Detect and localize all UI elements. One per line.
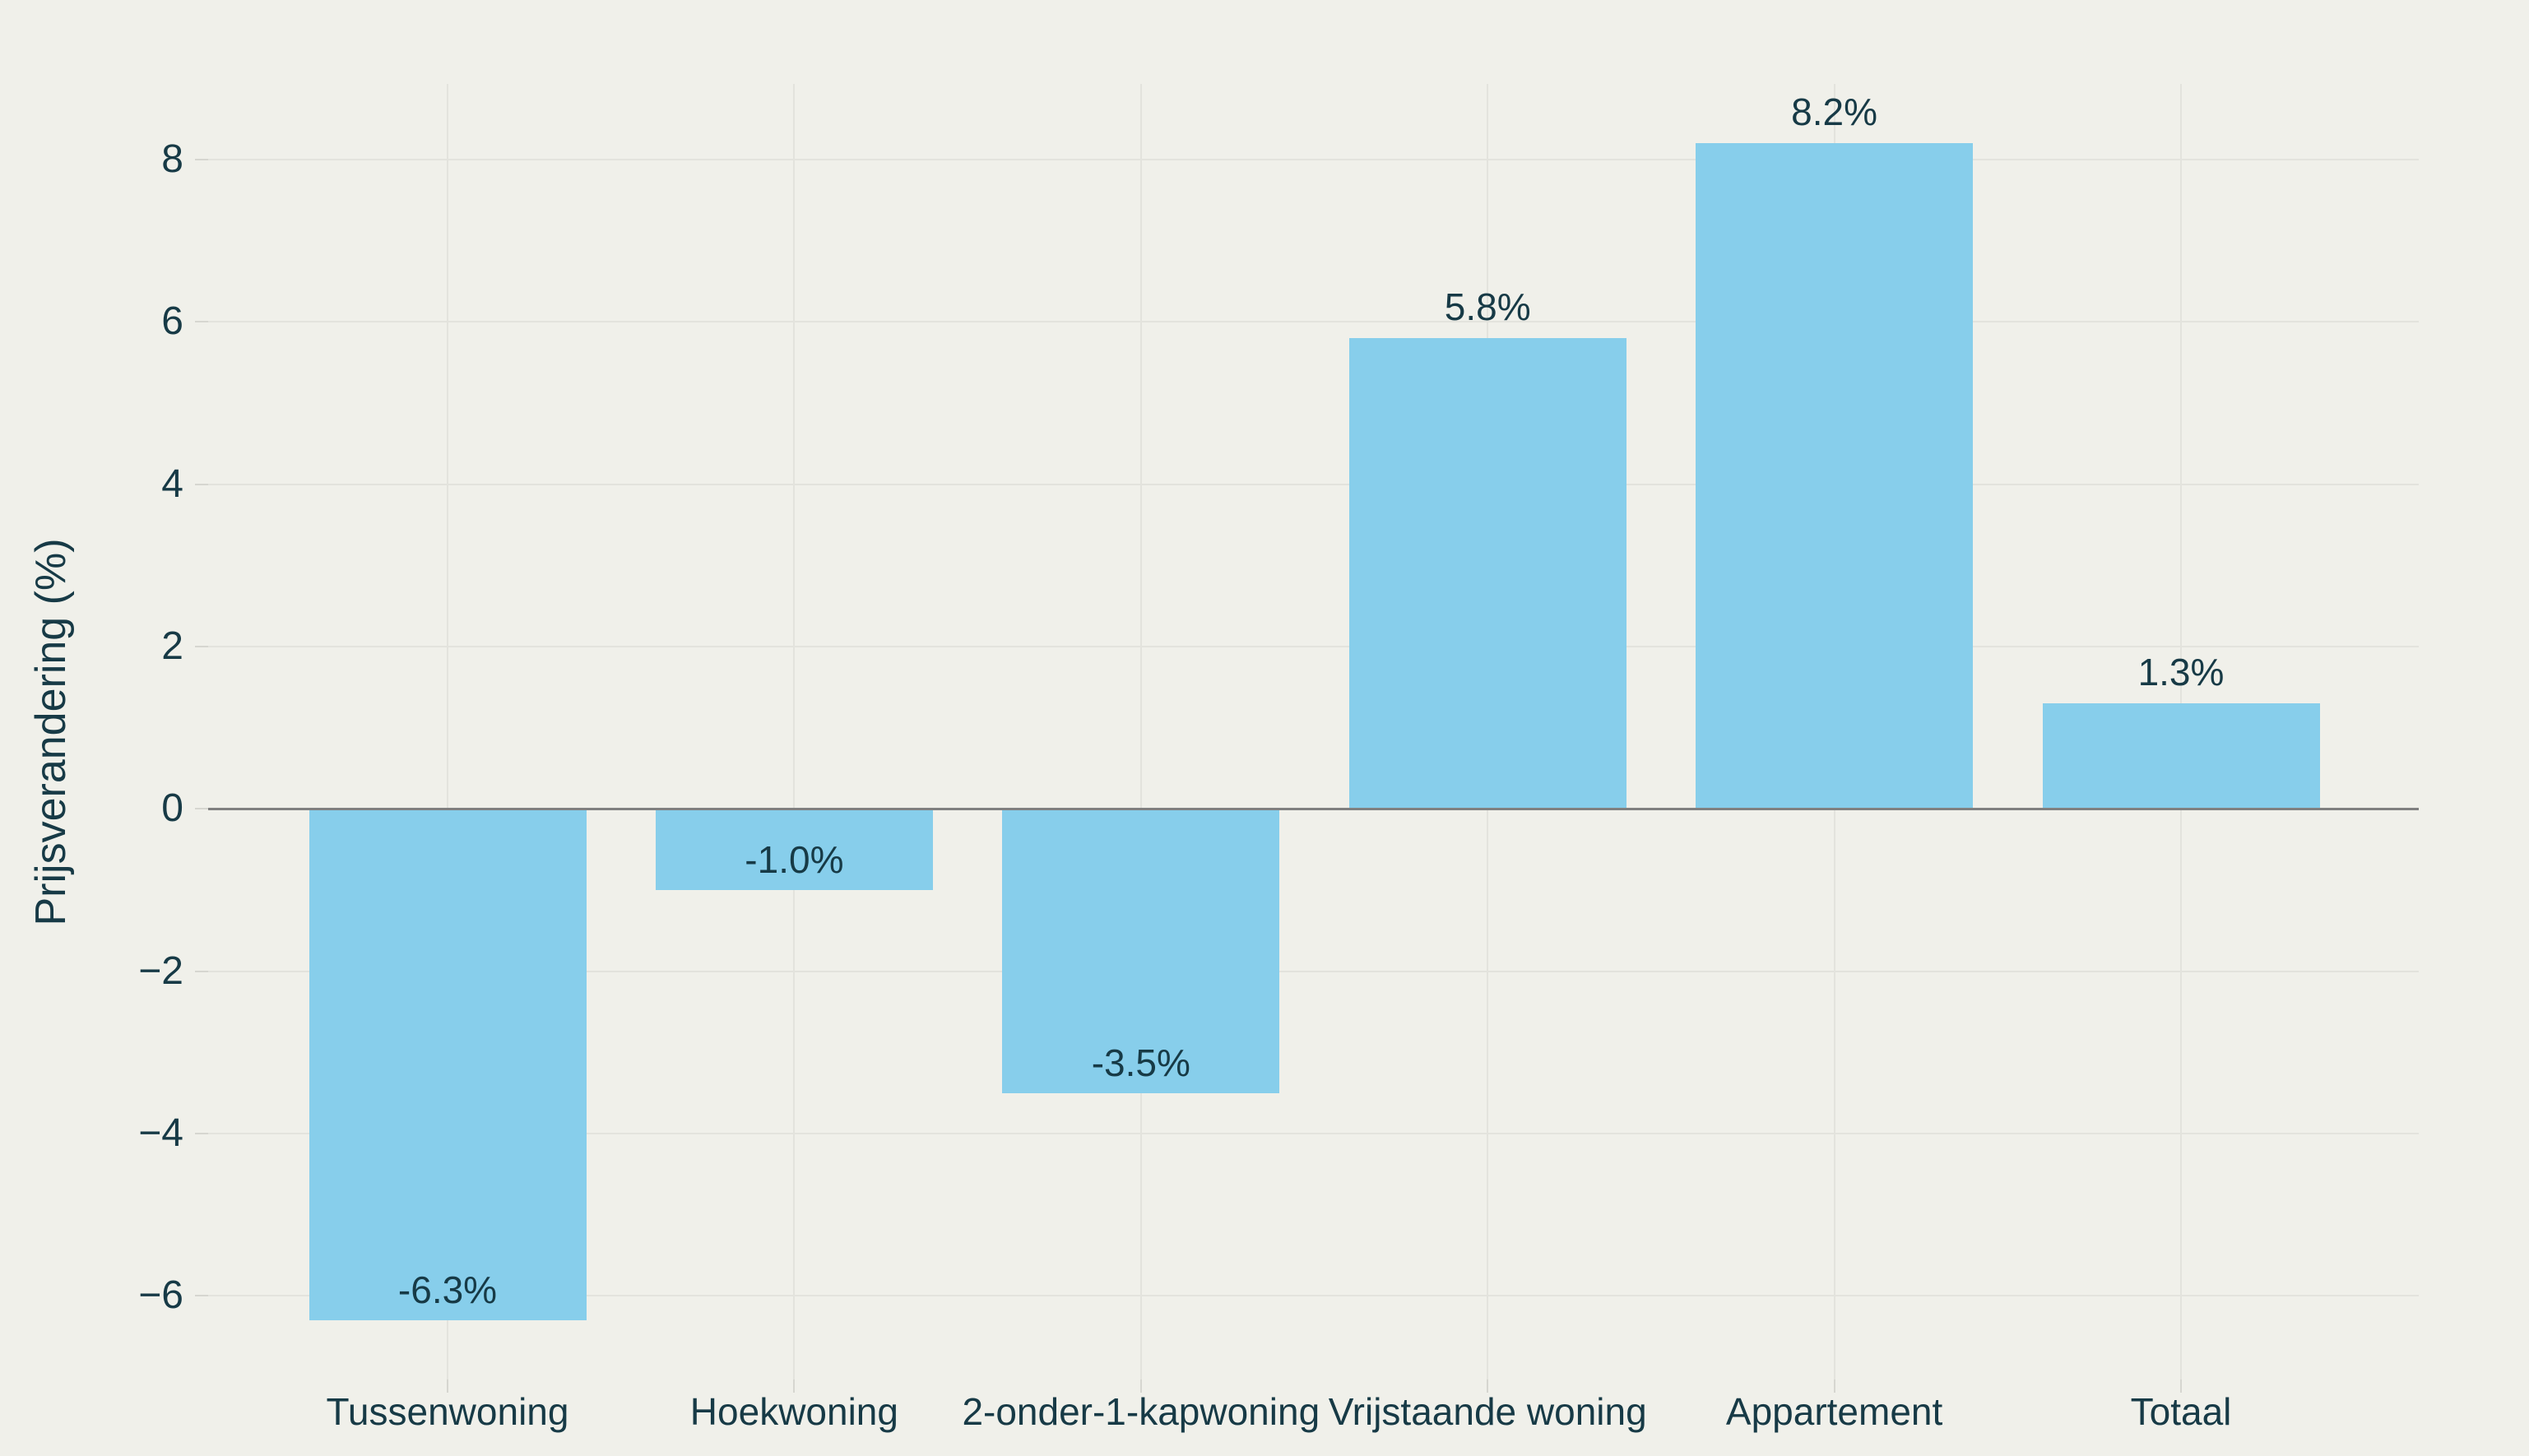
- bar-2-onder-1-kapwoning: [1002, 809, 1280, 1093]
- bar-tussenwoning: [309, 809, 587, 1320]
- bar-vrijstaande-woning: [1348, 337, 1626, 809]
- y-tick-label: 0: [161, 786, 183, 831]
- bar-value-label: -1.0%: [745, 837, 844, 881]
- x-gridline: [447, 84, 448, 1379]
- y-axis-tick: [195, 158, 208, 160]
- x-tick-label: 2-onder-1-kapwoning: [962, 1390, 1320, 1433]
- y-gridline: [208, 970, 2419, 972]
- y-tick-label: −4: [138, 1111, 183, 1155]
- y-axis-title: Prijsverandering (%): [27, 538, 75, 926]
- zero-baseline: [208, 807, 2419, 810]
- bar-appartement: [1696, 143, 1974, 809]
- x-axis-tick: [1139, 1379, 1142, 1393]
- y-tick-label: 8: [161, 137, 183, 181]
- x-gridline: [1139, 84, 1142, 1379]
- x-tick-label: Tussenwoning: [326, 1390, 569, 1433]
- x-axis-tick: [2180, 1379, 2182, 1393]
- y-tick-label: 6: [161, 299, 183, 344]
- y-gridline: [208, 645, 2419, 647]
- bar-value-label: 5.8%: [1444, 285, 1531, 328]
- y-axis-tick: [195, 1295, 208, 1297]
- x-tick-label: Hoekwoning: [689, 1390, 898, 1433]
- y-axis-tick: [195, 483, 208, 485]
- y-axis-tick: [195, 970, 208, 972]
- y-tick-label: 2: [161, 624, 183, 668]
- y-tick-label: 4: [161, 461, 183, 506]
- x-axis-tick: [793, 1379, 796, 1393]
- y-axis-tick: [195, 1132, 208, 1134]
- y-gridline: [208, 1295, 2419, 1297]
- x-axis-tick: [1487, 1379, 1489, 1393]
- x-gridline: [793, 84, 796, 1379]
- x-tick-label: Totaal: [2130, 1390, 2232, 1433]
- bar-value-label: 1.3%: [2137, 650, 2225, 693]
- x-tick-label: Vrijstaande woning: [1328, 1390, 1647, 1433]
- bar-value-label: -6.3%: [397, 1268, 498, 1311]
- x-axis-tick: [447, 1379, 448, 1393]
- y-axis-tick: [195, 645, 208, 647]
- y-gridline: [208, 483, 2419, 485]
- x-tick-label: Appartement: [1725, 1390, 1943, 1433]
- bar-value-label: 8.2%: [1791, 90, 1878, 134]
- bar-hoekwoning: [655, 809, 933, 890]
- x-axis-tick: [1833, 1379, 1835, 1393]
- y-tick-label: −6: [138, 1273, 183, 1318]
- y-gridline: [208, 1132, 2419, 1134]
- y-axis-tick: [195, 321, 208, 323]
- y-axis-tick: [195, 808, 208, 810]
- bar-totaal: [2042, 702, 2320, 809]
- y-gridline: [208, 158, 2419, 160]
- y-gridline: [208, 321, 2419, 323]
- bar-value-label: -3.5%: [1091, 1041, 1190, 1084]
- y-tick-label: −2: [138, 948, 183, 993]
